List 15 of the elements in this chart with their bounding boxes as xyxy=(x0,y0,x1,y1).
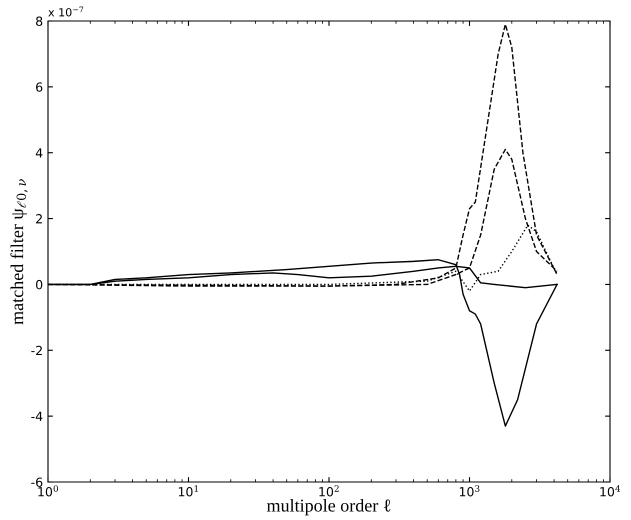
x-axis-title: multipole order ℓ xyxy=(266,498,390,516)
y-tick-label: 6 xyxy=(36,82,42,92)
y-tick-label: -4 xyxy=(31,412,42,421)
text: x 10$^{−7}$ xyxy=(48,6,84,16)
y-tick-label: -6 xyxy=(31,477,42,487)
y-axis-title: matched filter ψ$_{ℓ0,ν}$ xyxy=(10,179,28,325)
x-tick-label: 10$^{3}$ xyxy=(460,485,480,496)
y-tick-label: 0 xyxy=(36,280,42,290)
y-tick-label: 2 xyxy=(36,214,42,224)
y-tick-label: 4 xyxy=(36,148,42,158)
y-tick-label: 8 xyxy=(36,16,42,26)
x-tick-label: 10$^{2}$ xyxy=(319,485,339,496)
y-tick-label: -2 xyxy=(31,346,42,356)
x-tick-label: 10$^{4}$ xyxy=(600,485,620,496)
x-tick-label: 10$^{1}$ xyxy=(178,485,198,496)
